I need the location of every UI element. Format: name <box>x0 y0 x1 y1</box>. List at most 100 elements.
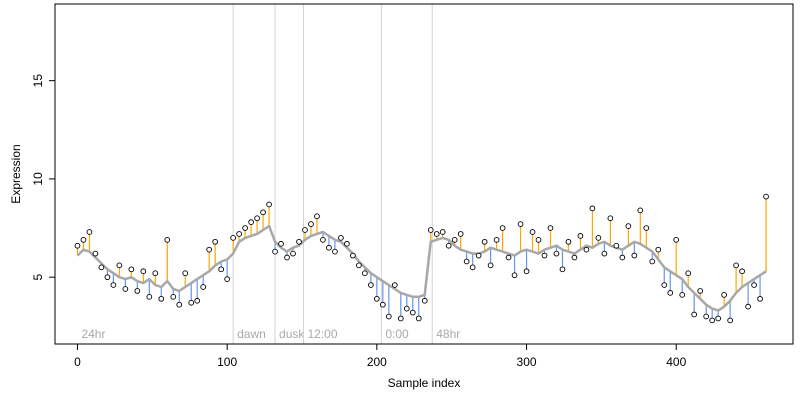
data-point <box>188 299 195 306</box>
plot-frame <box>54 3 794 345</box>
data-point <box>715 315 722 322</box>
fit-curve <box>76 224 767 312</box>
data-point <box>344 240 350 247</box>
data-point <box>541 252 548 259</box>
time-markers: 24hr dawn dusk 12:00 0:00 48hr <box>81 4 460 344</box>
marker-label: 0:00 <box>385 327 409 341</box>
data-point <box>583 246 590 253</box>
x-tick-label: 0 <box>74 355 81 369</box>
data-point <box>403 305 410 312</box>
data-point <box>308 221 314 227</box>
data-point <box>709 317 716 324</box>
data-point <box>619 254 626 261</box>
data-point <box>685 270 692 277</box>
data-point <box>655 246 662 253</box>
data-point <box>589 205 596 212</box>
data-point <box>302 227 308 233</box>
data-point <box>727 317 733 324</box>
data-point <box>481 238 488 245</box>
x-tick-label: 200 <box>367 355 387 369</box>
data-point <box>248 219 254 226</box>
data-point <box>379 301 386 308</box>
data-point <box>152 270 159 277</box>
data-point <box>206 246 213 253</box>
data-point <box>475 252 482 259</box>
data-point <box>397 315 404 322</box>
data-point <box>565 238 572 245</box>
data-point <box>691 311 698 318</box>
data-point <box>697 288 704 294</box>
data-point <box>296 238 302 245</box>
data-point <box>457 231 464 237</box>
y-tick-label: 10 <box>31 172 45 186</box>
data-point <box>433 231 440 237</box>
data-point <box>553 250 560 257</box>
data-point <box>116 262 123 269</box>
data-point <box>200 284 207 290</box>
data-point <box>272 248 278 255</box>
data-point <box>260 209 266 216</box>
data-point <box>146 293 153 300</box>
data-point <box>547 225 554 231</box>
data-point <box>739 268 745 275</box>
data-point <box>493 236 500 243</box>
data-point <box>607 215 614 222</box>
data-point <box>469 264 476 271</box>
data-point <box>373 295 380 302</box>
data-point <box>278 240 284 247</box>
data-point <box>595 235 602 241</box>
data-point <box>326 244 332 251</box>
data-point <box>356 262 362 269</box>
data-point <box>721 292 727 298</box>
data-point <box>757 295 763 302</box>
data-point <box>92 250 99 257</box>
data-point <box>182 270 189 277</box>
data-point <box>577 233 584 239</box>
data-point <box>242 225 248 231</box>
data-point <box>637 207 644 214</box>
data-point <box>128 266 135 273</box>
x-axis-label: Sample index <box>388 376 461 390</box>
data-point <box>601 250 608 257</box>
data-point <box>320 236 326 243</box>
data-point <box>122 286 129 292</box>
data-point <box>314 213 320 220</box>
data-point <box>445 242 452 249</box>
data-point <box>368 282 374 288</box>
data-point <box>284 254 290 261</box>
data-points <box>74 193 769 324</box>
data-point <box>218 266 225 273</box>
data-point <box>733 262 739 269</box>
y-tick-label: 15 <box>31 74 45 88</box>
y-axis-label: Expression <box>9 144 23 203</box>
marker-label: 12:00 <box>307 327 337 341</box>
data-point <box>421 297 428 304</box>
data-point <box>385 313 392 320</box>
data-point <box>499 225 506 231</box>
data-point <box>649 258 656 265</box>
axes: 0 100 200 300 400 5 10 15 <box>31 74 687 369</box>
data-point <box>679 292 686 298</box>
data-point <box>571 254 578 261</box>
marker-label: dusk <box>279 327 305 341</box>
data-point <box>415 315 422 322</box>
data-point <box>535 236 542 243</box>
data-point <box>511 272 518 279</box>
data-point <box>625 223 632 229</box>
data-point <box>212 238 219 245</box>
data-point <box>505 254 512 261</box>
data-point <box>631 252 638 259</box>
data-point <box>338 235 344 241</box>
data-point <box>362 270 368 277</box>
data-point <box>98 264 105 271</box>
x-tick-label: 100 <box>217 355 237 369</box>
data-point <box>224 276 231 282</box>
data-point <box>176 301 183 308</box>
data-point <box>409 309 416 316</box>
data-point <box>134 288 141 294</box>
x-tick-label: 300 <box>517 355 537 369</box>
y-tick-label: 5 <box>31 274 45 281</box>
data-point <box>427 227 434 233</box>
data-point <box>703 313 710 320</box>
